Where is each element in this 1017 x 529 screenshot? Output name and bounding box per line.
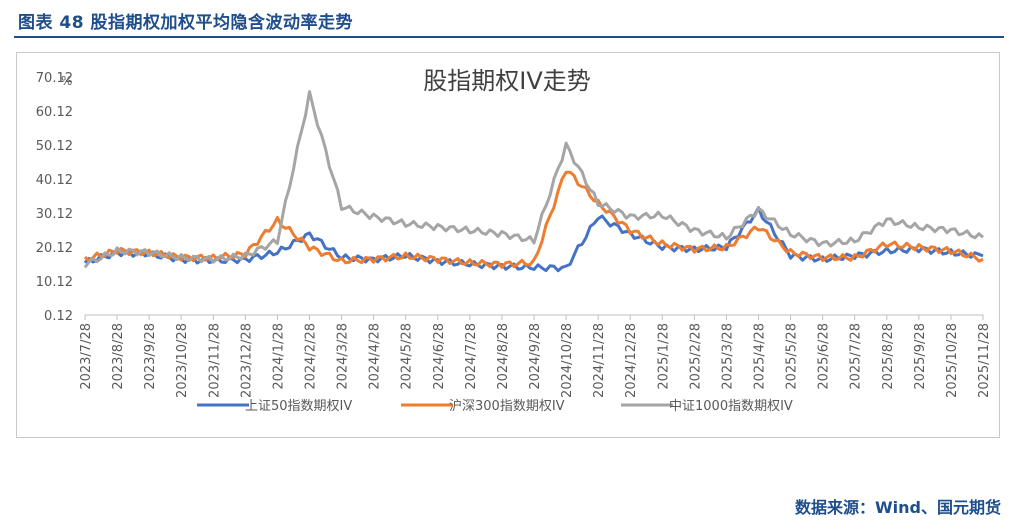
- x-tick-label: 2025/6/28: [817, 323, 832, 390]
- x-tick-label: 2024/5/28: [400, 323, 415, 390]
- title-divider: [14, 36, 1004, 38]
- y-tick-label: 30.12: [36, 207, 73, 222]
- x-tick-label: 2023/7/28: [79, 323, 94, 390]
- x-tick-label: 2024/7/28: [464, 323, 479, 390]
- y-tick-label: 0.12: [44, 309, 73, 324]
- chart-frame: 股指期权IV走势 0.12 10.12 20.12 30.12 40.12 50.12 60.…: [16, 52, 1000, 438]
- x-tick-label: 2023/12/28: [239, 323, 254, 398]
- legend-label: 上证50指数期权IV: [245, 398, 352, 414]
- x-tick-label: 2025/9/28: [913, 323, 928, 390]
- iv-line-chart: 股指期权IV走势 0.12 10.12 20.12 30.12 40.12 50.12 60.…: [36, 67, 992, 414]
- chart-title: 股指期权IV走势: [423, 67, 591, 95]
- x-tick-label: 2024/1/28: [271, 323, 286, 390]
- x-tick-label: 2023/8/28: [111, 323, 126, 390]
- series-line: [83, 90, 984, 269]
- x-tick-label: 2024/3/28: [336, 323, 351, 390]
- x-tick-label: 2025/3/28: [720, 323, 735, 390]
- y-unit-label: %: [61, 74, 72, 88]
- legend-label: 中证1000指数期权IV: [669, 398, 793, 414]
- x-tick-label: 2023/9/28: [143, 323, 158, 390]
- x-tick-label: 2025/7/28: [849, 323, 864, 390]
- x-tick-label: 2024/9/28: [528, 323, 543, 390]
- y-tick-label: 50.12: [36, 139, 73, 154]
- x-tick-label: 2025/4/28: [753, 323, 768, 390]
- x-tick-label: 2024/10/28: [560, 323, 575, 398]
- series-line: [83, 170, 984, 269]
- x-tick-label: 2024/12/28: [624, 323, 639, 398]
- x-tick-label: 2024/8/28: [496, 323, 511, 390]
- x-tick-label: 2025/5/28: [785, 323, 800, 390]
- x-tick-label: 2023/10/28: [175, 323, 190, 398]
- legend-label: 沪深300指数期权IV: [449, 398, 565, 414]
- y-tick-label: 40.12: [36, 173, 73, 188]
- x-tick-label: 2023/11/28: [207, 323, 222, 398]
- y-tick-label: 70.12: [36, 71, 73, 86]
- x-tick-label: 2025/8/28: [881, 323, 896, 390]
- figure-title: 图表 48 股指期权加权平均隐含波动率走势: [18, 13, 353, 33]
- y-tick-label: 60.12: [36, 105, 73, 120]
- source-note: 数据来源：Wind、国元期货: [795, 498, 1001, 517]
- y-tick-label: 20.12: [36, 241, 73, 256]
- x-tick-label: 2024/4/28: [368, 323, 383, 390]
- y-tick-label: 10.12: [36, 275, 73, 290]
- x-tick-label: 2025/2/28: [688, 323, 703, 390]
- x-tick-label: 2025/11/28: [977, 323, 992, 398]
- x-tick-label: 2024/11/28: [592, 323, 607, 398]
- x-tick-label: 2025/1/28: [656, 323, 671, 390]
- x-tick-label: 2024/6/28: [432, 323, 447, 390]
- x-tick-label: 2025/10/28: [945, 323, 960, 398]
- x-tick-label: 2024/2/28: [304, 323, 319, 390]
